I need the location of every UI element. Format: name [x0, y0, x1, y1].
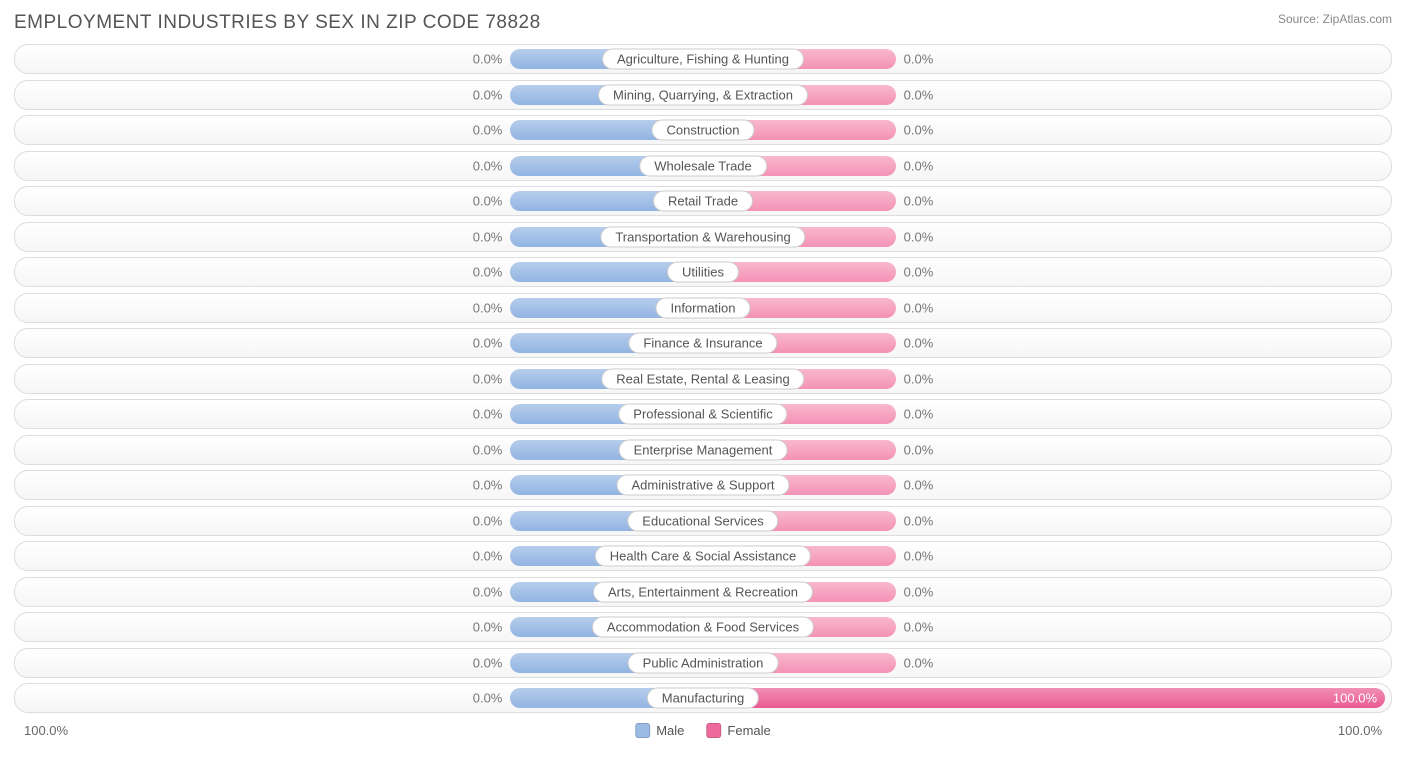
- category-label: Public Administration: [628, 652, 779, 673]
- chart-row: 0.0% 0.0% Finance & Insurance: [14, 328, 1392, 358]
- chart-row: 0.0% 0.0% Wholesale Trade: [14, 151, 1392, 181]
- value-label-female: 0.0%: [904, 584, 934, 599]
- value-label-male: 0.0%: [473, 371, 503, 386]
- chart-source: Source: ZipAtlas.com: [1278, 12, 1392, 26]
- category-label: Retail Trade: [653, 191, 753, 212]
- axis-label-right: 100.0%: [1338, 723, 1382, 738]
- chart-row: 0.0% 0.0% Educational Services: [14, 506, 1392, 536]
- value-label-male: 0.0%: [473, 407, 503, 422]
- value-label-male: 0.0%: [473, 336, 503, 351]
- value-label-female: 0.0%: [904, 478, 934, 493]
- chart-title: EMPLOYMENT INDUSTRIES BY SEX IN ZIP CODE…: [14, 12, 541, 34]
- category-label: Mining, Quarrying, & Extraction: [598, 84, 808, 105]
- value-label-male: 0.0%: [473, 194, 503, 209]
- category-label: Enterprise Management: [619, 439, 788, 460]
- value-label-male: 0.0%: [473, 442, 503, 457]
- diverging-bar-chart: 0.0%0.0%Agriculture, Fishing & Hunting0.…: [14, 44, 1392, 713]
- chart-row: 0.0% 0.0% Retail Trade: [14, 186, 1392, 216]
- chart-row: 0.0% 0.0% Real Estate, Rental & Leasing: [14, 364, 1392, 394]
- category-label: Wholesale Trade: [639, 155, 767, 176]
- value-label-female: 0.0%: [904, 87, 934, 102]
- chart-row: 0.0% 0.0% Accommodation & Food Services: [14, 612, 1392, 642]
- chart-row: 0.0% 0.0% Health Care & Social Assistance: [14, 541, 1392, 571]
- category-label: Utilities: [667, 262, 739, 283]
- value-label-female: 0.0%: [904, 655, 934, 670]
- legend-item-female: Female: [706, 723, 770, 738]
- value-label-female: 0.0%: [904, 229, 934, 244]
- chart-header: EMPLOYMENT INDUSTRIES BY SEX IN ZIP CODE…: [14, 12, 1392, 34]
- value-label-female: 0.0%: [904, 52, 934, 67]
- legend: Male Female: [635, 723, 771, 738]
- axis-label-left: 100.0%: [24, 723, 68, 738]
- category-label: Transportation & Warehousing: [600, 226, 805, 247]
- value-label-male: 0.0%: [473, 691, 503, 706]
- value-label-female: 0.0%: [904, 336, 934, 351]
- value-label-female: 0.0%: [904, 300, 934, 315]
- value-label-male: 0.0%: [473, 52, 503, 67]
- value-label-female: 100.0%: [1333, 691, 1377, 706]
- value-label-female: 0.0%: [904, 123, 934, 138]
- legend-item-male: Male: [635, 723, 684, 738]
- category-label: Manufacturing: [647, 688, 759, 709]
- chart-footer: 100.0% Male Female 100.0%: [14, 719, 1392, 741]
- category-label: Arts, Entertainment & Recreation: [593, 581, 813, 602]
- value-label-female: 0.0%: [904, 549, 934, 564]
- value-label-female: 0.0%: [904, 265, 934, 280]
- value-label-male: 0.0%: [473, 478, 503, 493]
- chart-row: 0.0% 0.0% Administrative & Support: [14, 470, 1392, 500]
- value-label-male: 0.0%: [473, 229, 503, 244]
- value-label-male: 0.0%: [473, 584, 503, 599]
- chart-row: 0.0% 0.0% Mining, Quarrying, & Extraction: [14, 80, 1392, 110]
- chart-row: 0.0% 0.0% Information: [14, 293, 1392, 323]
- chart-row: 0.0% 0.0% Public Administration: [14, 648, 1392, 678]
- chart-row: 0.0% 0.0% Transportation & Warehousing: [14, 222, 1392, 252]
- value-label-male: 0.0%: [473, 655, 503, 670]
- value-label-male: 0.0%: [473, 123, 503, 138]
- value-label-male: 0.0%: [473, 620, 503, 635]
- value-label-male: 0.0%: [473, 158, 503, 173]
- chart-row: 0.0% 0.0% Professional & Scientific: [14, 399, 1392, 429]
- value-label-male: 0.0%: [473, 513, 503, 528]
- value-label-female: 0.0%: [904, 513, 934, 528]
- value-label-male: 0.0%: [473, 265, 503, 280]
- category-label: Professional & Scientific: [618, 404, 787, 425]
- category-label: Construction: [652, 120, 755, 141]
- swatch-female: [706, 723, 721, 738]
- value-label-male: 0.0%: [473, 87, 503, 102]
- chart-row: 0.0% 0.0% Utilities: [14, 257, 1392, 287]
- category-label: Finance & Insurance: [628, 333, 777, 354]
- chart-row: 0.0% 100.0% Manufacturing: [14, 683, 1392, 713]
- value-label-female: 0.0%: [904, 194, 934, 209]
- value-label-female: 0.0%: [904, 442, 934, 457]
- category-label: Agriculture, Fishing & Hunting: [602, 49, 804, 70]
- category-label: Accommodation & Food Services: [592, 617, 814, 638]
- legend-label-female: Female: [727, 723, 770, 738]
- category-label: Real Estate, Rental & Leasing: [601, 368, 804, 389]
- bar-female: [703, 688, 1385, 708]
- category-label: Administrative & Support: [616, 475, 789, 496]
- value-label-female: 0.0%: [904, 620, 934, 635]
- swatch-male: [635, 723, 650, 738]
- chart-row: 0.0% 0.0% Arts, Entertainment & Recreation: [14, 577, 1392, 607]
- value-label-male: 0.0%: [473, 300, 503, 315]
- category-label: Educational Services: [627, 510, 778, 531]
- value-label-female: 0.0%: [904, 158, 934, 173]
- value-label-female: 0.0%: [904, 407, 934, 422]
- chart-row: 0.0% 0.0% Enterprise Management: [14, 435, 1392, 465]
- value-label-female: 0.0%: [904, 371, 934, 386]
- category-label: Health Care & Social Assistance: [595, 546, 811, 567]
- category-label: Information: [655, 297, 750, 318]
- value-label-male: 0.0%: [473, 549, 503, 564]
- chart-row: 0.0% 0.0% Construction: [14, 115, 1392, 145]
- chart-row: 0.0% 0.0% Agriculture, Fishing & Hunting: [14, 44, 1392, 74]
- legend-label-male: Male: [656, 723, 684, 738]
